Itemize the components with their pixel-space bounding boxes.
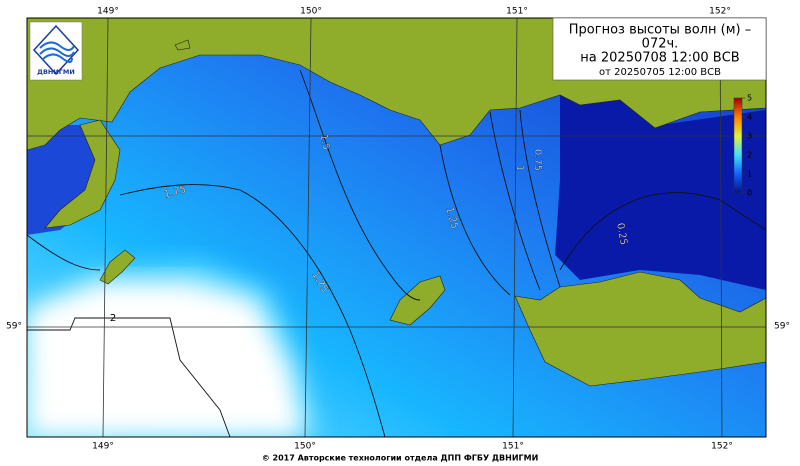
title: Прогноз высоты волн (м) – — [569, 23, 751, 38]
valid-time: на 20250708 12:00 ВСВ — [580, 51, 739, 66]
contour — [27, 317, 231, 437]
latitude-label: 59° — [6, 322, 22, 332]
islet — [174, 39, 191, 51]
logo-waves — [39, 41, 75, 63]
longitude-label: 149° — [92, 442, 114, 452]
logo-box — [29, 21, 83, 81]
contour-label: 0.75 — [532, 149, 543, 171]
colorbar-tick-label: 2 — [747, 151, 752, 160]
longitude-label: 152° — [711, 442, 733, 452]
sea-calm — [27, 282, 305, 437]
land-south — [514, 271, 766, 387]
island — [99, 249, 136, 285]
longitude-label: 150° — [300, 7, 322, 17]
contour — [439, 144, 511, 296]
map-field — [27, 18, 766, 437]
contour — [299, 69, 421, 301]
contour-label: 1.5 — [318, 133, 332, 151]
sea-dark — [555, 95, 766, 290]
longitude-label: 152° — [709, 7, 731, 17]
colorbar-tick-label: 4 — [747, 113, 752, 122]
colorbar-tick-label: 3 — [747, 132, 752, 141]
copyright: © 2017 Авторские технологии отдела ДПП Ф… — [262, 454, 539, 463]
contour — [119, 184, 386, 437]
colorbar-tick-label: 0 — [747, 189, 752, 198]
latitude-label: 59° — [774, 322, 790, 332]
colorbar-tick-label: 1 — [747, 170, 752, 179]
contour-label: 1 — [514, 165, 525, 171]
longitude-label: 151° — [502, 442, 524, 452]
logo-text: ДВНИГМИ — [37, 68, 75, 76]
colorbar — [733, 97, 743, 194]
issued-time: от 20250705 12:00 ВСВ — [599, 67, 721, 78]
island — [389, 275, 446, 326]
title-box — [552, 17, 767, 81]
logo-mark — [32, 24, 80, 76]
contour-label: 2 — [110, 313, 116, 324]
contour — [519, 109, 561, 288]
contour — [559, 192, 766, 271]
longitude-label: 150° — [294, 442, 316, 452]
longitude-label: 149° — [97, 7, 119, 17]
contour-label: 0.25 — [614, 222, 629, 246]
coordinate-labels: 149° 149° 150° 150° 151° 151° 152° 152° 59° 59° — [6, 7, 790, 452]
peninsula — [44, 119, 121, 229]
colorbar-ticks: 0 1 2 3 4 5 — [742, 94, 752, 198]
contour — [489, 111, 541, 291]
contour — [27, 234, 101, 271]
map-frame — [26, 17, 767, 438]
colorbar-tick-label: 5 — [747, 94, 752, 103]
graticule — [27, 18, 766, 437]
longitude-label: 151° — [506, 7, 528, 17]
lead-time: 072ч. — [642, 37, 679, 52]
